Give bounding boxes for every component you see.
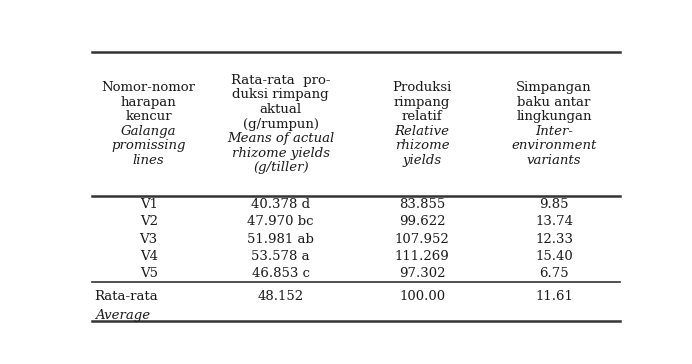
Text: rhizome yields: rhizome yields <box>232 147 329 160</box>
Text: 47.970 bc: 47.970 bc <box>248 215 314 228</box>
Text: 48.152: 48.152 <box>257 290 304 304</box>
Text: 6.75: 6.75 <box>539 267 569 280</box>
Text: Simpangan: Simpangan <box>516 81 592 94</box>
Text: (g/tiller): (g/tiller) <box>253 161 309 174</box>
Text: Means of actual: Means of actual <box>227 132 334 145</box>
Text: Average: Average <box>95 309 149 322</box>
Text: promissing: promissing <box>111 139 186 153</box>
Text: V5: V5 <box>140 267 158 280</box>
Text: relatif: relatif <box>402 110 442 123</box>
Text: Rata-rata  pro-: Rata-rata pro- <box>231 74 331 87</box>
Text: 51.981 ab: 51.981 ab <box>247 233 314 246</box>
Text: 11.61: 11.61 <box>535 290 573 304</box>
Text: lines: lines <box>133 154 165 167</box>
Text: duksi rimpang: duksi rimpang <box>233 88 329 102</box>
Text: 13.74: 13.74 <box>535 215 573 228</box>
Text: (g/rumpun): (g/rumpun) <box>243 118 319 131</box>
Text: 83.855: 83.855 <box>399 198 445 211</box>
Text: Rata-rata: Rata-rata <box>95 290 158 304</box>
Text: 97.302: 97.302 <box>399 267 445 280</box>
Text: Nomor-nomor: Nomor-nomor <box>102 81 196 94</box>
Text: 53.578 a: 53.578 a <box>251 250 310 263</box>
Text: Galanga: Galanga <box>121 125 176 138</box>
Text: harapan: harapan <box>121 96 176 109</box>
Text: baku antar: baku antar <box>518 96 591 109</box>
Text: 99.622: 99.622 <box>399 215 445 228</box>
Text: lingkungan: lingkungan <box>516 110 592 123</box>
Text: 9.85: 9.85 <box>539 198 569 211</box>
Text: Inter-: Inter- <box>535 125 573 138</box>
Text: 15.40: 15.40 <box>535 250 573 263</box>
Text: 40.378 d: 40.378 d <box>251 198 310 211</box>
Text: rhizome: rhizome <box>394 139 449 153</box>
Text: variants: variants <box>527 154 581 167</box>
Text: Produksi: Produksi <box>392 81 452 94</box>
Text: 100.00: 100.00 <box>399 290 445 304</box>
Text: Relative: Relative <box>394 125 450 138</box>
Text: V3: V3 <box>140 233 158 246</box>
Text: V2: V2 <box>140 215 158 228</box>
Text: environment: environment <box>511 139 597 153</box>
Text: 46.853 c: 46.853 c <box>252 267 310 280</box>
Text: yields: yields <box>403 154 441 167</box>
Text: kencur: kencur <box>125 110 172 123</box>
Text: V1: V1 <box>140 198 158 211</box>
Text: 107.952: 107.952 <box>394 233 449 246</box>
Text: rimpang: rimpang <box>394 96 450 109</box>
Text: 12.33: 12.33 <box>535 233 573 246</box>
Text: V4: V4 <box>140 250 158 263</box>
Text: aktual: aktual <box>260 103 302 116</box>
Text: 111.269: 111.269 <box>394 250 449 263</box>
